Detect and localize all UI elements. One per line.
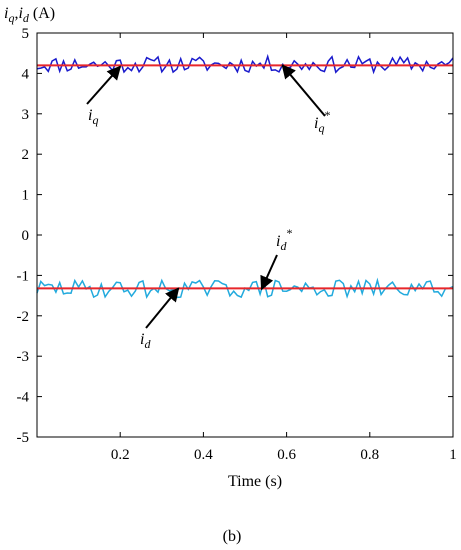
x-tick-label: 0.4 — [194, 447, 213, 463]
id-label: id — [140, 331, 151, 351]
id_ref-label-sup: * — [286, 226, 292, 240]
y-title-i1: i — [4, 5, 8, 22]
y-tick-label: 3 — [22, 107, 30, 123]
y-title-unit: (A) — [29, 5, 55, 22]
iq-line — [36, 53, 454, 75]
id_ref-label-sub: d — [280, 239, 287, 253]
y-tick-label: 0 — [22, 228, 30, 244]
iq-arrow — [86, 65, 122, 105]
y-tick-label: -4 — [17, 390, 30, 406]
x-tick-label: 0.2 — [111, 447, 130, 463]
iq_ref-label-sub: q — [318, 121, 324, 135]
iq_ref-arrow — [281, 64, 326, 117]
y-tick-label: 5 — [22, 26, 30, 42]
plot-frame — [36, 32, 454, 438]
y-title-s2: d — [23, 11, 30, 25]
y-tick-label: 1 — [22, 188, 30, 204]
id-label-sub: d — [144, 337, 151, 351]
y-tick-label: 4 — [22, 66, 30, 82]
axis-ticks: 5 4 3 2 1 0 -1 -2 -3 -4 -5 0.2 0.4 0.6 0.8 1 — [17, 26, 457, 463]
iq_ref-label-base: i — [314, 115, 318, 132]
y-title-sep: , — [14, 5, 18, 22]
iq-label-base: i — [88, 107, 92, 124]
id-label-base: i — [140, 331, 144, 348]
id_ref-arrow — [260, 254, 278, 291]
x-axis-title: Time (s) — [228, 473, 282, 490]
y-title-s1: q — [8, 11, 14, 25]
iq_ref-label-sup: * — [324, 108, 330, 122]
figure-caption: (b) — [223, 528, 242, 545]
iq_ref-label: iq* — [314, 108, 330, 135]
id_ref-label-base: i — [276, 233, 280, 250]
iq-label-sub: q — [92, 113, 98, 127]
y-tick-label: -3 — [17, 349, 30, 365]
series-layer — [36, 53, 454, 299]
iq-label: iq — [88, 107, 98, 127]
y-tick-label: -5 — [17, 430, 30, 446]
y-tick-label: -2 — [17, 309, 30, 325]
id-arrow — [145, 287, 180, 329]
id_ref-label: id* — [276, 226, 292, 253]
y-tick-label: -1 — [17, 268, 30, 284]
x-tick-label: 1 — [449, 447, 457, 463]
x-tick-label: 0.8 — [360, 447, 379, 463]
y-axis-title: iq,id (A) — [4, 5, 55, 25]
x-tick-label: 0.6 — [277, 447, 296, 463]
y-title-i2: i — [18, 5, 22, 22]
y-tick-label: 2 — [22, 147, 30, 163]
